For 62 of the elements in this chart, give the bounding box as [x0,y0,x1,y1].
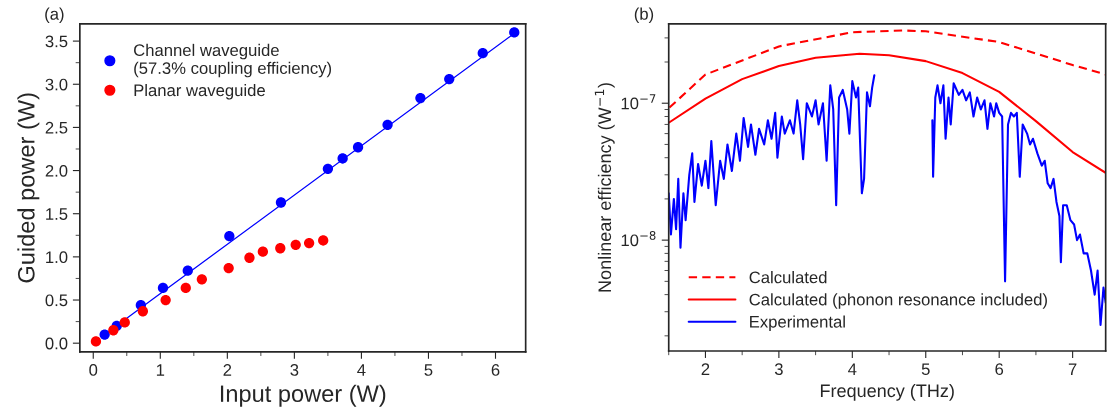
point [382,119,393,130]
y-tick-label: 3.5 [45,35,68,48]
point [99,329,110,340]
y-tick-label: 2.5 [45,121,68,134]
line-series [668,52,1106,174]
x-tick-label: 5 [921,363,930,376]
x-tick-label: 2 [223,364,232,376]
y-axis-title: Nonlinear efficiency (W$^{−1}$) [594,83,615,292]
point [275,243,286,254]
legend-label: Calculated [749,271,827,284]
point [318,235,329,246]
point [180,282,191,294]
chart-title: (a) [45,7,64,24]
x-tick-label: 6 [491,364,500,376]
y-tick-label: 0.0 [45,337,68,350]
point [257,246,269,257]
point [137,306,149,317]
point [352,142,364,153]
point [337,153,348,164]
x-axis-title: Input power (W) [220,384,386,407]
point [182,265,193,276]
point [119,317,130,328]
x-tick-label: 1 [156,364,165,376]
point [444,73,455,85]
x-tick-label: 3 [290,364,299,376]
y-tick-label: 1.5 [46,208,68,220]
point [90,336,102,347]
x-tick-label: 4 [357,364,366,376]
y-tick-label: 2.0 [45,164,68,177]
legend-label: Calculated (phonon resonance included) [749,293,1047,309]
y-tick-label: 0.5 [45,294,68,307]
point [223,262,234,274]
point [303,237,315,249]
x-tick-label: 7 [1068,363,1077,375]
y-tick-label: 3.0 [45,78,68,91]
chart-title: (b) [634,7,654,24]
x-tick-label: 3 [774,363,783,376]
point [160,294,171,306]
x-tick-label: 4 [848,363,857,375]
point [290,239,301,250]
point [157,282,169,294]
y-tick-label: 10$^{−8}$ [621,231,656,247]
point [224,231,235,242]
x-tick-label: 5 [424,364,433,376]
x-tick-label: 0 [89,364,98,376]
y-tick-label: 1.0 [46,251,68,264]
x-axis-title: Frequency (THz) [820,383,954,401]
point [322,163,334,174]
point [244,252,255,263]
y-tick-label: 10$^{−7}$ [621,94,656,110]
point [275,197,287,208]
point [196,274,208,285]
y-axis-title: Guided power (W) [17,93,40,283]
x-tick-label: 2 [701,363,710,375]
point [509,27,520,38]
point [415,92,426,104]
legend-label: Experimental [750,315,845,331]
legend-label: Planar waveguide [134,83,265,100]
point [108,325,119,336]
legend-label: Channel waveguide (57.3% coupling efficiency) [134,43,332,78]
x-tick-label: 6 [995,363,1004,376]
point [477,48,488,59]
